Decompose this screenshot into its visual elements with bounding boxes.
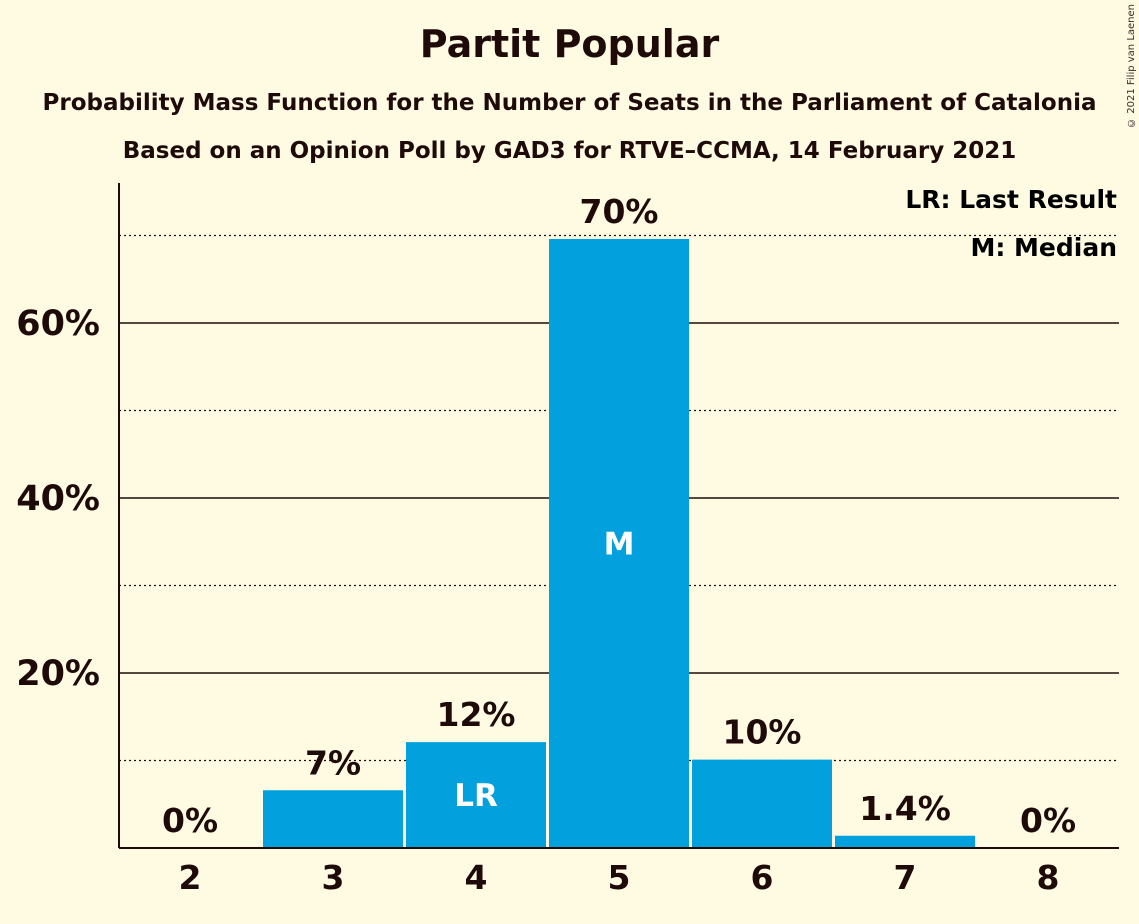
x-tick-label: 4: [465, 858, 488, 897]
legend-last-result: LR: Last Result: [905, 185, 1117, 214]
bar-5: [549, 239, 689, 848]
bar-marker-m: M: [604, 527, 635, 563]
chart-title: Partit Popular: [419, 22, 720, 66]
data-label-8: 0%: [1020, 801, 1076, 840]
bar-4: [406, 742, 546, 848]
bar-marker-lr: LR: [454, 778, 498, 814]
y-tick-label: 40%: [16, 479, 100, 519]
x-tick-label: 7: [894, 858, 917, 897]
x-tick-label: 8: [1037, 858, 1060, 897]
x-tick-label: 3: [322, 858, 345, 897]
x-tick-label: 5: [608, 858, 631, 897]
chart-source-line: Based on an Opinion Poll by GAD3 for RTV…: [122, 138, 1017, 164]
y-tick-label: 60%: [16, 304, 100, 344]
legend-median: M: Median: [970, 233, 1117, 262]
bar-6: [692, 759, 832, 848]
data-label-5: 70%: [580, 192, 659, 231]
data-label-7: 1.4%: [859, 789, 951, 828]
bar-3: [263, 790, 403, 848]
bar-7: [835, 835, 975, 848]
data-label-6: 10%: [723, 713, 802, 752]
bars: [263, 239, 975, 848]
x-tick-label: 2: [179, 858, 202, 897]
data-label-3: 7%: [305, 743, 361, 782]
data-label-2: 0%: [162, 801, 218, 840]
chart-subtitle: Probability Mass Function for the Number…: [42, 90, 1097, 116]
data-label-4: 12%: [437, 695, 516, 734]
y-tick-label: 20%: [16, 654, 100, 694]
axes: [118, 183, 1119, 849]
x-tick-label: 6: [751, 858, 774, 897]
